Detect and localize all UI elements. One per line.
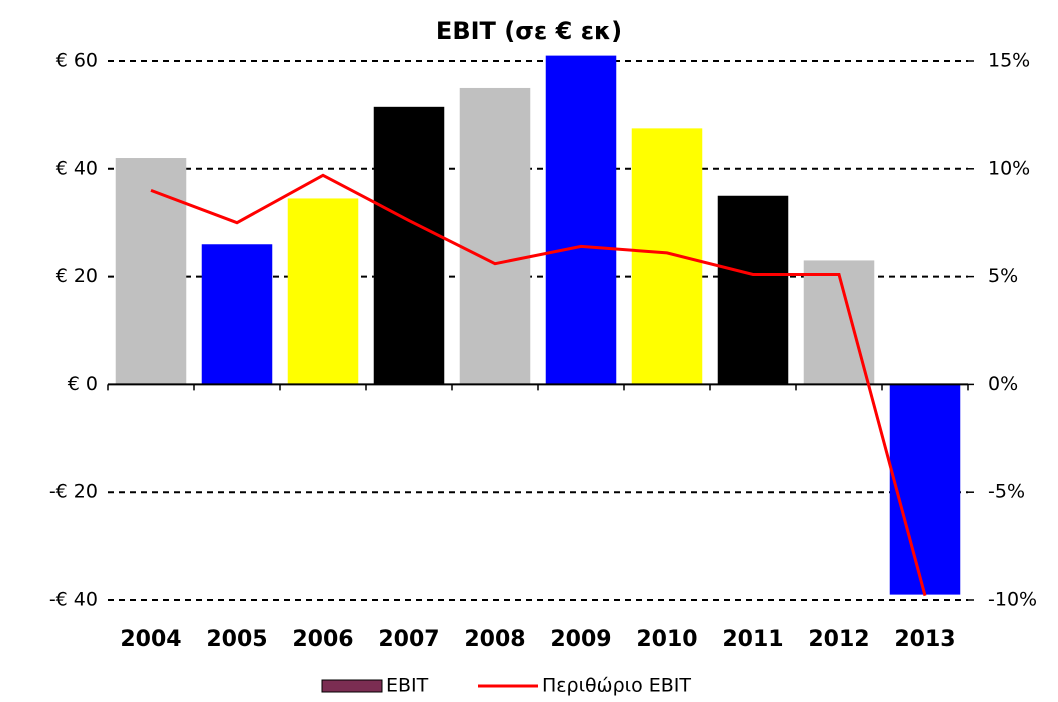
- bar: [545, 55, 617, 385]
- x-tick-label: 2007: [378, 627, 439, 652]
- bar: [201, 244, 273, 385]
- bar: [115, 158, 187, 385]
- y2-tick-label: 10%: [988, 157, 1030, 179]
- y-tick-label: € 40: [56, 157, 98, 179]
- y2-tick-label: 5%: [988, 265, 1018, 287]
- bar: [631, 128, 703, 385]
- line: [150, 173, 927, 597]
- bar: [459, 87, 531, 385]
- x-tick-label: 2011: [722, 627, 783, 652]
- legend-label: Περιθώριο EBIT: [542, 675, 691, 697]
- y-tick-label: € 20: [56, 265, 98, 287]
- bar: [717, 195, 789, 385]
- x-tick-label: 2005: [206, 627, 267, 652]
- x-tick-label: 2013: [894, 627, 955, 652]
- chart-title: EBIT (σε € εκ): [436, 17, 622, 45]
- bar: [373, 106, 445, 385]
- y2-tick-label: 0%: [988, 373, 1018, 395]
- x-tick-label: 2004: [120, 627, 181, 652]
- y2-tick-label: 15%: [988, 50, 1030, 72]
- y2-tick-label: -10%: [988, 589, 1037, 611]
- bar: [889, 384, 961, 595]
- x-tick-label: 2008: [464, 627, 525, 652]
- x-tick-label: 2010: [636, 627, 697, 652]
- x-tick-label: 2012: [808, 627, 869, 652]
- x-tick-label: 2009: [550, 627, 611, 652]
- legend-swatch: [321, 679, 383, 693]
- x-tick-label: 2006: [292, 627, 353, 652]
- y-tick-label: € 0: [68, 373, 98, 395]
- legend-label: EBIT: [386, 675, 429, 697]
- y-tick-label: € 60: [56, 50, 98, 72]
- y2-tick-label: -5%: [988, 481, 1025, 503]
- bar: [287, 198, 359, 385]
- y-tick-label: -€ 20: [49, 481, 98, 503]
- y-tick-label: -€ 40: [49, 589, 98, 611]
